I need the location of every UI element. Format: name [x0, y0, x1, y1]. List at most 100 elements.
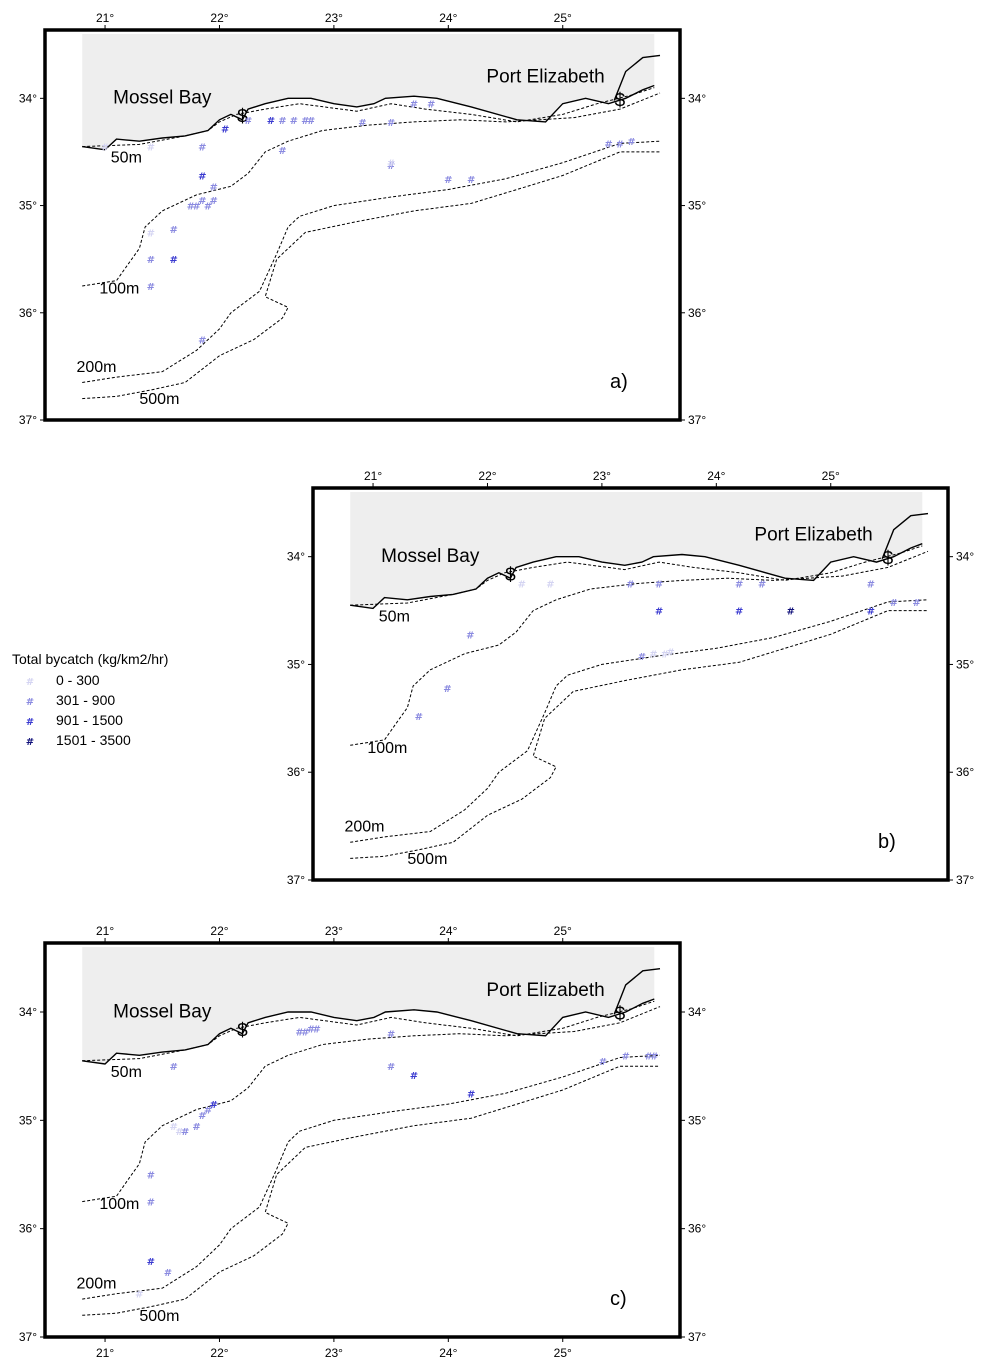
bycatch-point: # — [410, 100, 418, 111]
lon-tick-label: 23° — [325, 924, 343, 938]
panel-label: b) — [878, 831, 896, 853]
bycatch-point: # — [735, 607, 743, 618]
bycatch-point: # — [307, 1024, 315, 1035]
bycatch-point: # — [278, 146, 286, 157]
bycatch-point: # — [358, 118, 366, 129]
port-symbol: $ — [237, 1020, 248, 1041]
lat-tick-label: 35° — [688, 199, 706, 213]
bycatch-point: # — [204, 202, 212, 213]
port-label: Mossel Bay — [113, 88, 212, 109]
bycatch-point: # — [301, 1028, 309, 1039]
lat-tick-label: 37° — [19, 1330, 37, 1344]
lon-tick-label: 23° — [593, 469, 611, 483]
bycatch-point: # — [638, 652, 646, 663]
lat-tick-label: 35° — [19, 1113, 37, 1127]
lon-tick-label: 21° — [96, 11, 114, 25]
bycatch-point: # — [147, 1198, 155, 1209]
lon-tick-label: 22° — [478, 469, 496, 483]
bycatch-point: # — [387, 159, 395, 170]
lon-tick-label: 24° — [439, 1346, 457, 1360]
bycatch-point: # — [198, 336, 206, 347]
lon-tick-label: 24° — [707, 469, 725, 483]
legend-symbol: # — [26, 677, 34, 688]
port-symbol: $ — [237, 106, 248, 127]
map-panel-c: 50m 100m 200m 500m $ Mossel Bay $ Port Elizabet… — [19, 924, 707, 1360]
map-panel-a: 50m 100m 200m 500m $ Mossel Bay $ Port Elizabet… — [19, 11, 707, 427]
bycatch-point: # — [889, 598, 897, 609]
bycatch-point: # — [147, 1257, 155, 1268]
depth-label: 50m — [379, 608, 410, 625]
legend-item-label: 901 - 1500 — [56, 712, 123, 728]
bycatch-point: # — [644, 1051, 652, 1062]
depth-contour-50m — [350, 545, 923, 606]
bycatch-point: # — [210, 182, 218, 193]
bycatch-point: # — [198, 196, 206, 207]
lat-tick-label: 36° — [287, 765, 305, 779]
lon-tick-label: 22° — [210, 1346, 228, 1360]
bycatch-point: # — [170, 255, 178, 266]
bycatch-point: # — [867, 607, 875, 618]
bycatch-point: # — [518, 580, 526, 591]
port-label: Port Elizabeth — [486, 66, 604, 87]
port-symbol: $ — [615, 90, 626, 111]
legend-symbol: # — [26, 737, 34, 748]
coastline — [82, 84, 655, 151]
lon-tick-label: 21° — [96, 1346, 114, 1360]
map-frame — [311, 486, 950, 882]
bycatch-point: # — [313, 1024, 321, 1035]
depth-label: 100m — [99, 1196, 139, 1213]
lat-tick-label: 34° — [688, 91, 706, 105]
land-area — [82, 34, 655, 150]
lat-tick-label: 36° — [19, 1222, 37, 1236]
bycatch-point: # — [867, 580, 875, 591]
land-area — [350, 492, 923, 609]
lat-tick-label: 34° — [688, 1005, 706, 1019]
depth-contour-100m — [82, 1006, 661, 1203]
depth-contour-50m — [82, 87, 655, 148]
legend-symbol: # — [26, 697, 34, 708]
bycatch-point: # — [604, 139, 612, 150]
bycatch-point: # — [467, 175, 475, 186]
depth-contour-100m — [350, 550, 929, 746]
bycatch-point: # — [661, 650, 669, 661]
depth-label: 100m — [99, 280, 139, 297]
coastline-port-elizabeth — [613, 54, 661, 101]
land-area — [82, 947, 655, 1064]
lat-tick-label: 36° — [688, 1222, 706, 1236]
legend-symbol: # — [26, 717, 34, 728]
bycatch-point: # — [627, 137, 635, 148]
lat-tick-label: 37° — [287, 873, 305, 887]
port-symbol: $ — [615, 1004, 626, 1025]
legend: Total bycatch (kg/km2/hr) # 0 - 300 # 301 - … — [12, 651, 168, 748]
bycatch-point: # — [467, 1089, 475, 1100]
coastline — [82, 998, 655, 1065]
depth-label: 100m — [367, 740, 407, 757]
bycatch-point: # — [655, 580, 663, 591]
bycatch-point: # — [135, 1290, 143, 1301]
bycatch-point: # — [410, 1071, 418, 1082]
lat-tick-label: 35° — [956, 657, 974, 671]
port-label: Port Elizabeth — [754, 525, 872, 546]
lon-tick-label: 21° — [364, 469, 382, 483]
bycatch-point: # — [267, 116, 275, 127]
bycatch-point: # — [210, 1100, 218, 1111]
depth-contour-200m — [82, 1054, 661, 1300]
lon-tick-label: 23° — [325, 11, 343, 25]
bycatch-point: # — [295, 1028, 303, 1039]
lat-tick-label: 36° — [688, 306, 706, 320]
depth-label: 200m — [76, 1275, 116, 1292]
legend-item-label: 1501 - 3500 — [56, 732, 131, 748]
bycatch-point: # — [786, 607, 794, 618]
bycatch-point: # — [650, 1051, 658, 1062]
lat-tick-label: 37° — [19, 413, 37, 427]
bycatch-point: # — [387, 1030, 395, 1041]
lon-tick-label: 24° — [439, 11, 457, 25]
bycatch-point: # — [175, 1127, 183, 1138]
map-frame — [43, 28, 682, 422]
depth-contour-50m — [82, 1000, 655, 1062]
lat-tick-label: 35° — [688, 1113, 706, 1127]
bycatch-point: # — [626, 580, 634, 591]
legend-item-label: 301 - 900 — [56, 692, 115, 708]
lat-tick-label: 37° — [956, 873, 974, 887]
depth-label: 50m — [111, 150, 142, 167]
